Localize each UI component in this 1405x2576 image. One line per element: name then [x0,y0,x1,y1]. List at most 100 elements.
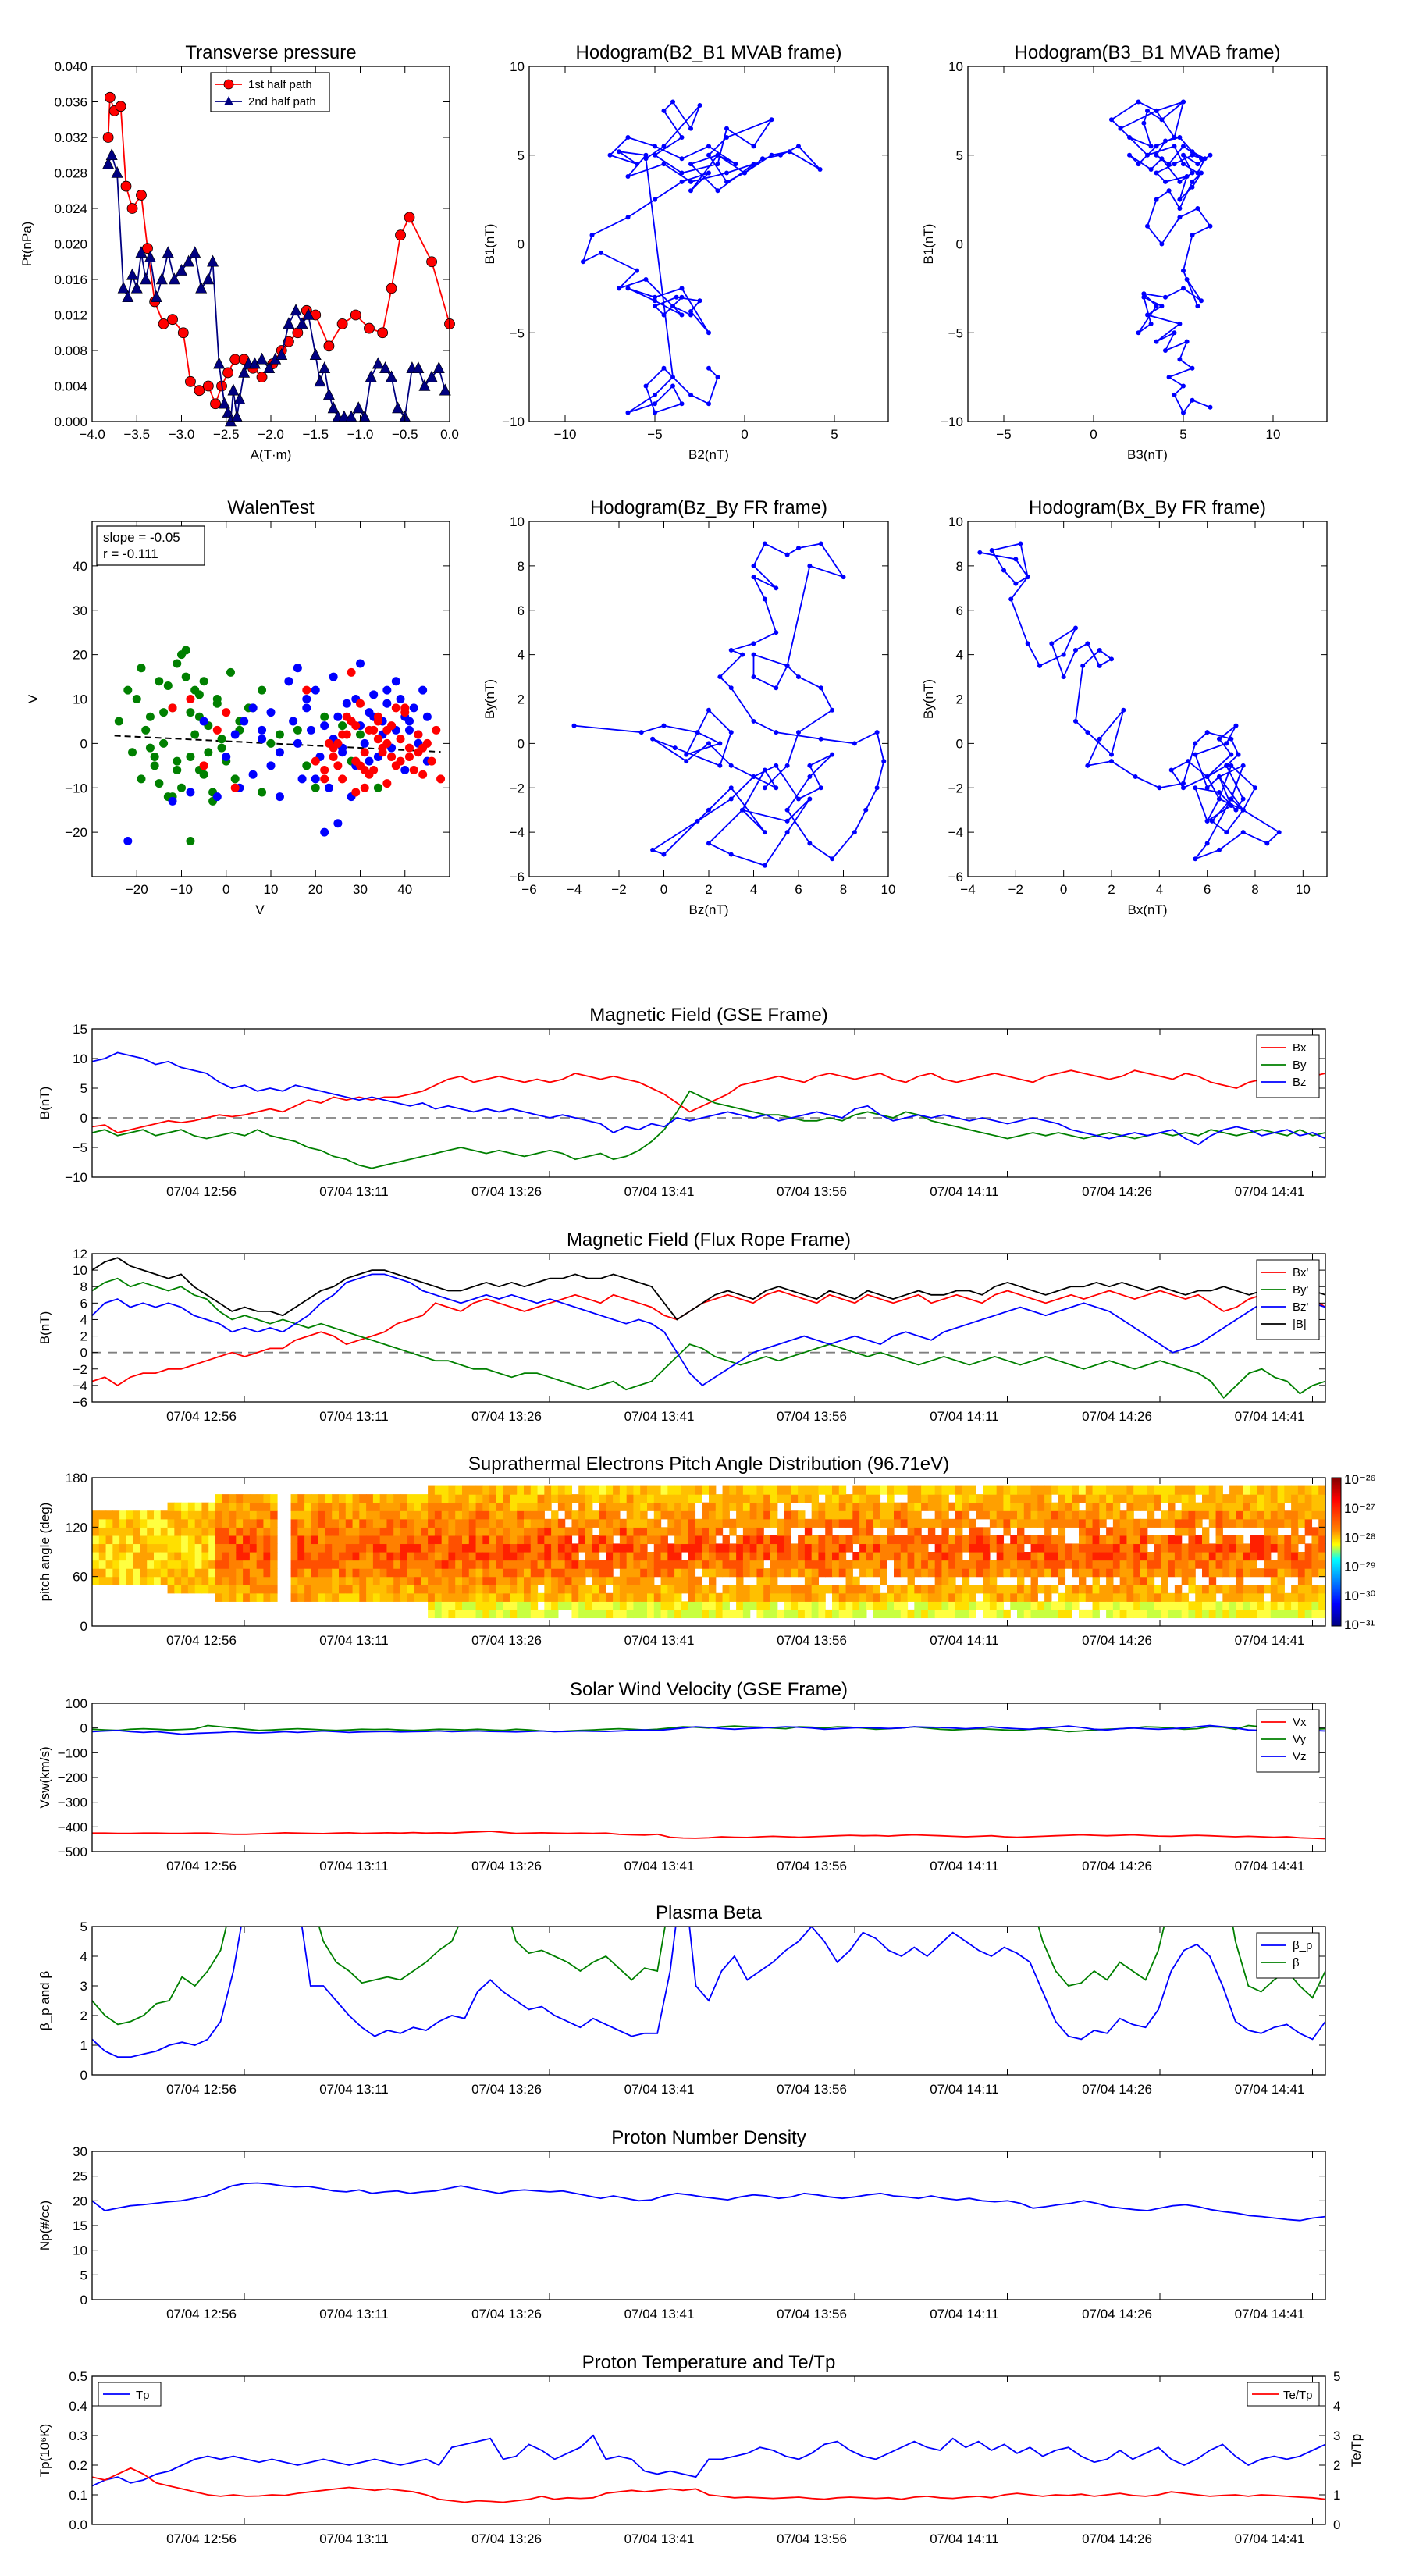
heatmap-cell [311,1585,319,1594]
heatmap-cell [674,1568,682,1578]
heatmap-cell [996,1518,1005,1528]
heatmap-cell [633,1510,641,1520]
heatmap-cell [798,1560,806,1569]
heatmap-cell [1133,1592,1141,1602]
heatmap-cell [845,1560,853,1569]
heatmap-cell [1092,1485,1100,1495]
data-point [1229,796,1234,802]
heatmap-cell [503,1543,511,1553]
heatmap-cell [1119,1485,1128,1495]
heatmap-cell [1250,1601,1257,1610]
heatmap-cell [524,1576,532,1585]
heatmap-cell [503,1518,511,1528]
data-point [599,250,603,255]
data-point [715,188,720,194]
x-tick-label: −3.5 [123,427,150,442]
heatmap-cell [1092,1609,1100,1619]
data-point [740,807,745,813]
heatmap-cell [1030,1552,1038,1561]
heatmap-cell [297,1510,305,1520]
legend-box [1256,1932,1320,1979]
heatmap-cell [448,1568,456,1578]
heatmap-cell [147,1527,155,1536]
heatmap-cell [400,1510,408,1520]
y-tick-label: 0 [80,1111,87,1126]
heatmap-cell [1017,1494,1025,1503]
heatmap-cell [1030,1576,1038,1585]
heatmap-cell [784,1485,791,1495]
x-tick-label: 07/04 14:26 [1082,2307,1152,2322]
heatmap-cell [1133,1609,1141,1619]
heatmap-cell [880,1552,887,1561]
heatmap-cell [229,1494,237,1503]
heatmap-cell [455,1552,463,1561]
heatmap-cell [756,1535,764,1545]
heatmap-cell [709,1592,717,1602]
data-point [1204,785,1210,791]
y-tick-label: 0.000 [54,415,87,429]
heatmap-cell [660,1494,668,1503]
heatmap-cell [818,1518,826,1528]
heatmap-cell [304,1510,312,1520]
heatmap-cell [1229,1585,1237,1594]
heatmap-cell [537,1535,545,1545]
heatmap-cell [325,1585,333,1594]
heatmap-cell [866,1601,874,1610]
heatmap-cell [1284,1601,1292,1610]
data-point [186,752,195,761]
heatmap-cell [496,1568,504,1578]
heatmap-cell [325,1502,333,1511]
data-point [818,785,823,791]
heatmap-cell [243,1502,251,1511]
heatmap-cell [105,1576,113,1585]
heatmap-cell [804,1609,813,1619]
heatmap-cell [715,1601,724,1610]
heatmap-cell [112,1510,120,1520]
heatmap-cell [1215,1485,1223,1495]
y-tick-label: 10 [73,692,87,707]
y-tick-label: 0.020 [54,237,87,252]
heatmap-cell [1311,1502,1319,1511]
heatmap-cell [681,1518,689,1528]
y-tick-label-right: 3 [1333,2428,1340,2443]
annotation-box [96,525,205,566]
data-point [643,277,649,282]
heatmap-cell [660,1527,668,1536]
heatmap-cell [880,1502,887,1511]
heatmap-cell [1250,1535,1257,1545]
x-tick-label: −2.5 [213,427,240,442]
heatmap-cell [1133,1576,1141,1585]
data-point [258,725,267,735]
heatmap-cell [400,1560,408,1569]
y-tick-label: 0.0 [69,2517,87,2532]
heatmap-cell [1023,1552,1032,1561]
heatmap-cell [571,1568,579,1578]
heatmap-cell [1023,1510,1032,1520]
heatmap-cell [249,1543,258,1553]
x-tick-label: −1.0 [347,427,374,442]
data-point [1001,568,1006,573]
heatmap-cell [482,1543,490,1553]
heatmap-cell [345,1518,354,1528]
data-point [360,783,369,792]
heatmap-cell [880,1560,887,1569]
x-tick-label: 07/04 13:56 [777,2532,847,2546]
heatmap-cell [763,1510,771,1520]
heatmap-cell [633,1592,641,1602]
heatmap-cell [962,1560,970,1569]
heatmap-cell [160,1527,169,1536]
y-tick-label: 0 [80,736,87,751]
data-point [194,385,205,397]
heatmap-cell [633,1494,641,1503]
heatmap-cell [557,1560,566,1569]
heatmap-cell [332,1560,340,1569]
data-point [1145,223,1150,229]
heatmap-cell [1297,1585,1306,1594]
heatmap-cell [1277,1585,1285,1594]
heatmap-cell [462,1568,470,1578]
heatmap-cell [1229,1552,1237,1561]
heatmap-cell [955,1543,963,1553]
heatmap-cell [1229,1535,1237,1545]
heatmap-cell [1003,1592,1011,1602]
data-point [784,830,790,835]
